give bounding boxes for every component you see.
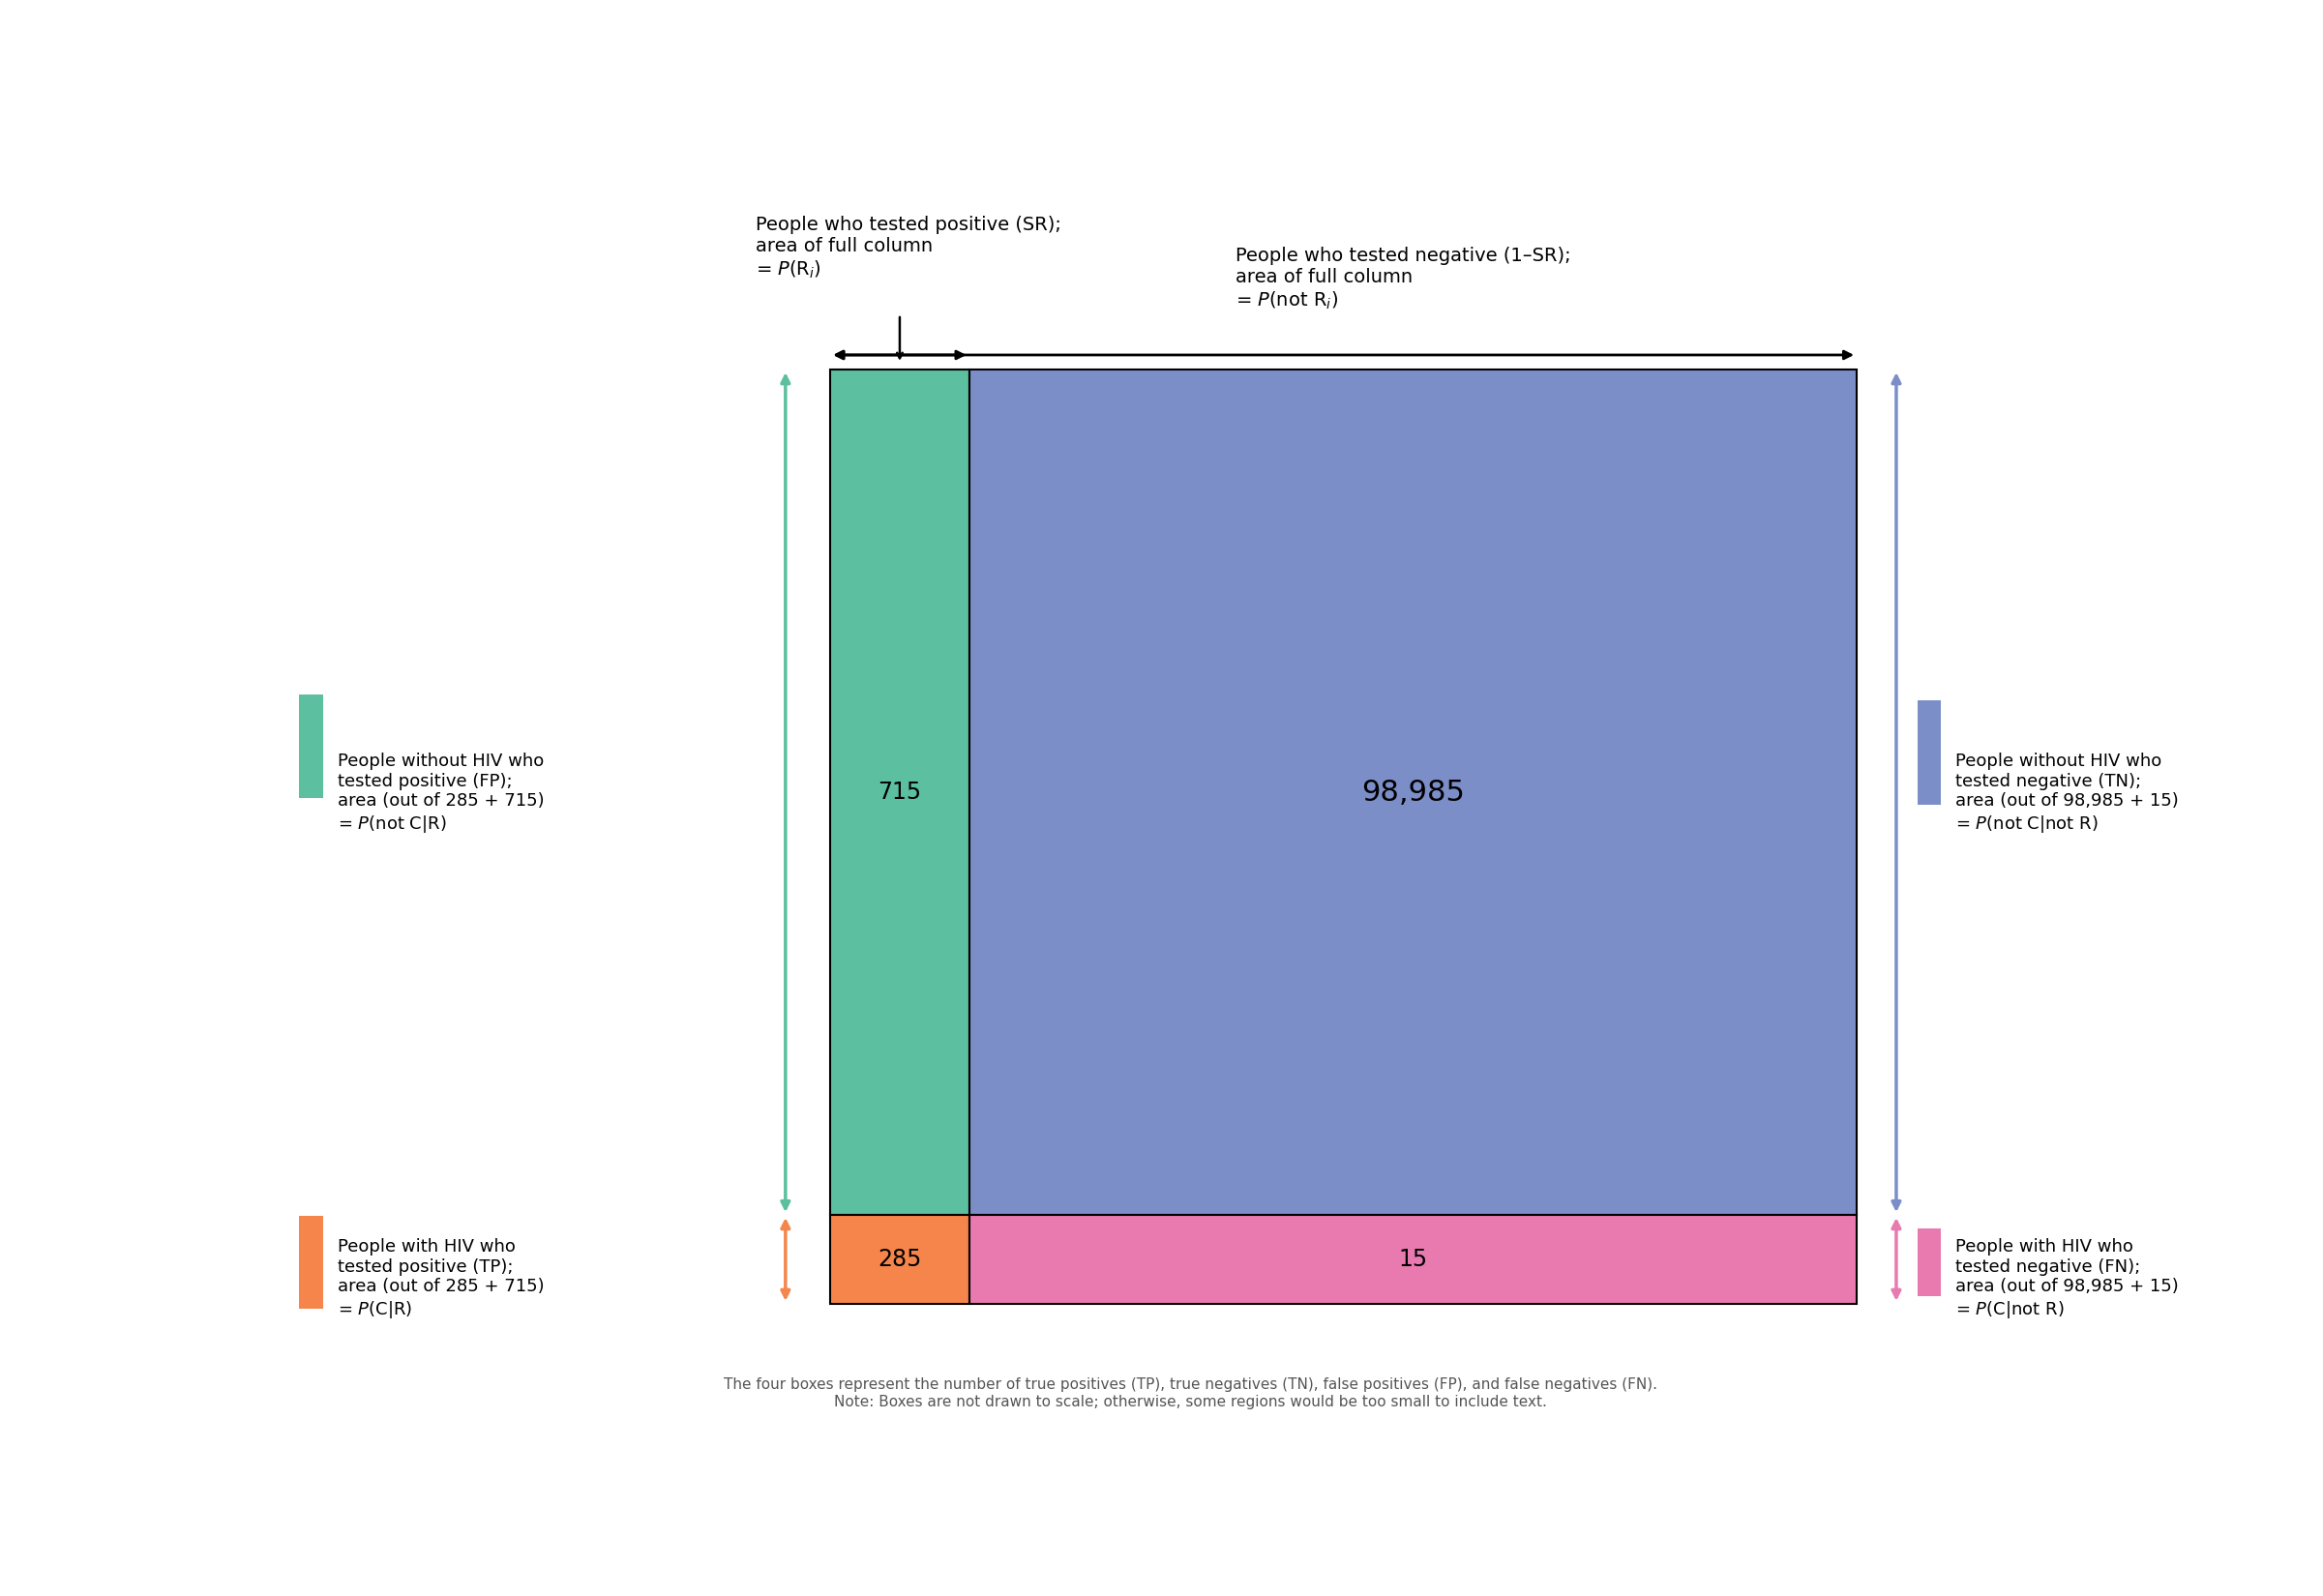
Bar bbox=[300, 1216, 323, 1309]
Text: People who tested negative (1–SR);
area of full column
= $P$(not R$_i$): People who tested negative (1–SR); area … bbox=[1236, 247, 1570, 311]
Bar bbox=[1919, 1229, 1942, 1296]
Bar bbox=[832, 370, 969, 1215]
Text: People without HIV who
tested positive (FP);
area (out of 285 + 715)
= $P$(not C: People without HIV who tested positive (… bbox=[337, 752, 544, 835]
Text: People without HIV who
tested negative (TN);
area (out of 98,985 + 15)
= $P$(not: People without HIV who tested negative (… bbox=[1956, 752, 2179, 835]
Text: The four boxes represent the number of true positives (TP), true negatives (TN),: The four boxes represent the number of t… bbox=[725, 1377, 1656, 1409]
Bar bbox=[969, 370, 1856, 1215]
Bar bbox=[969, 1215, 1856, 1304]
Bar bbox=[300, 694, 323, 798]
Text: 15: 15 bbox=[1398, 1248, 1426, 1270]
Text: People who tested positive (SR);
area of full column
= $P$(R$_i$): People who tested positive (SR); area of… bbox=[755, 215, 1062, 281]
Text: People with HIV who
tested negative (FN);
area (out of 98,985 + 15)
= $P$(C|not : People with HIV who tested negative (FN)… bbox=[1956, 1238, 2179, 1320]
Bar bbox=[1919, 701, 1942, 804]
Text: 715: 715 bbox=[878, 780, 922, 804]
Text: 98,985: 98,985 bbox=[1361, 779, 1463, 806]
Text: 285: 285 bbox=[878, 1248, 922, 1270]
Bar bbox=[832, 1215, 969, 1304]
Text: People with HIV who
tested positive (TP);
area (out of 285 + 715)
= $P$(C|R): People with HIV who tested positive (TP)… bbox=[337, 1238, 544, 1320]
